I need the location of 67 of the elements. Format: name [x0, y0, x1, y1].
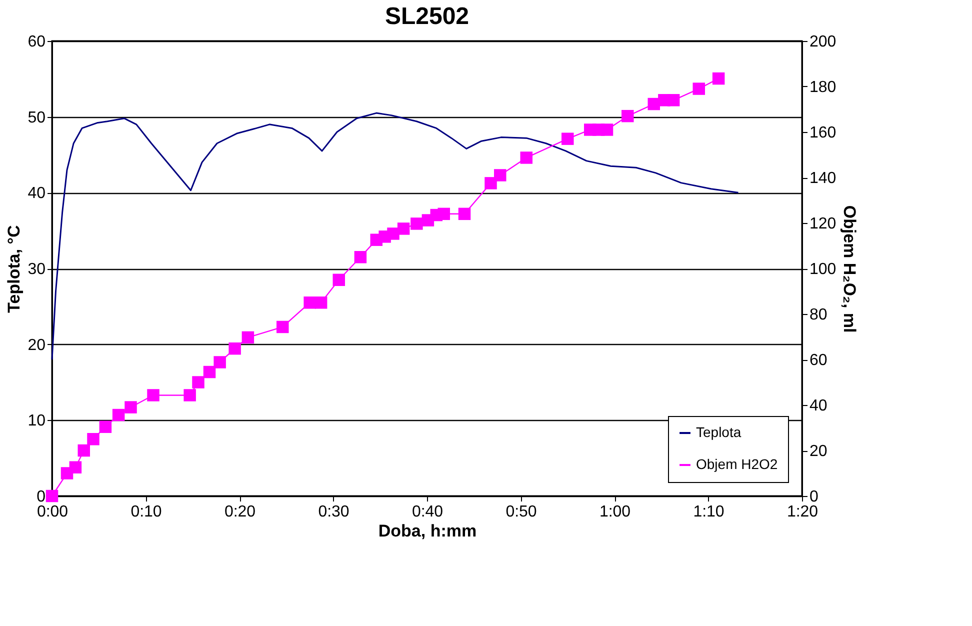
point	[99, 420, 112, 433]
chart-title: SL2502	[384, 3, 470, 30]
point	[494, 169, 506, 182]
y-axis-title: Teplota, °C	[4, 225, 24, 313]
x-axis-title: Doba, h:mm	[378, 522, 477, 540]
y2-tick-label: 120	[810, 216, 836, 232]
x-tick-label: 1:20	[786, 504, 818, 520]
y2-tick-label: 40	[810, 398, 828, 414]
x-tick-label: 0:10	[130, 504, 162, 520]
point	[314, 296, 328, 309]
x-tick-label: 0:20	[224, 504, 256, 520]
x-tick-label: 0:00	[36, 504, 68, 520]
point	[562, 132, 574, 145]
y-tick-label: 40	[28, 185, 46, 202]
y2-axis-title: Objem H₂O₂, ml	[840, 205, 860, 333]
y2-tick-label: 60	[810, 352, 828, 369]
point	[228, 342, 241, 355]
y-tick-label: 50	[28, 109, 46, 126]
legend-label: Teplota	[696, 424, 742, 440]
y2-tick-label: 80	[810, 306, 828, 324]
y-tick-label: 60	[28, 34, 46, 50]
point	[667, 94, 680, 106]
point	[520, 152, 532, 164]
point	[46, 490, 58, 502]
y-tick-label: 10	[28, 412, 46, 430]
y-tick-label: 0	[36, 488, 46, 506]
point	[124, 401, 137, 414]
point	[184, 389, 196, 402]
y-tick-label: 30	[28, 261, 46, 278]
y2-tick-label: 0	[810, 488, 818, 506]
point	[692, 82, 705, 95]
point	[304, 296, 316, 309]
point	[112, 408, 125, 422]
y-tick-label: 20	[28, 336, 46, 354]
point	[438, 208, 450, 220]
point	[712, 72, 725, 85]
point	[387, 228, 400, 240]
x-tick-label: 1:00	[599, 504, 631, 520]
point	[484, 177, 497, 190]
y2-tick-label: 160	[810, 124, 836, 142]
point	[192, 376, 204, 388]
y2-tick-label: 180	[810, 79, 836, 96]
point	[69, 461, 82, 474]
line-series	[51, 112, 739, 360]
point	[354, 251, 367, 264]
point	[87, 433, 100, 446]
y2-tick-label: 200	[810, 34, 836, 50]
point	[214, 356, 226, 368]
point	[242, 331, 254, 344]
point	[622, 110, 634, 122]
point	[147, 389, 160, 402]
point	[276, 320, 289, 334]
point	[410, 218, 423, 230]
point	[78, 444, 90, 457]
x-tick-label: 1:10	[693, 504, 724, 520]
x-tick-label: 0:50	[506, 504, 537, 520]
x-tick-label: 0:30	[318, 504, 350, 520]
legend-label: Objem H2O2	[696, 456, 778, 472]
point	[397, 222, 410, 235]
point	[600, 124, 614, 136]
y2-tick-label: 100	[810, 261, 836, 278]
point	[458, 208, 471, 220]
x-tick-label: 0:40	[412, 504, 444, 520]
y2-tick-label: 140	[810, 170, 836, 187]
point	[332, 274, 345, 286]
point	[203, 366, 216, 378]
y2-tick-label: 20	[810, 443, 828, 460]
